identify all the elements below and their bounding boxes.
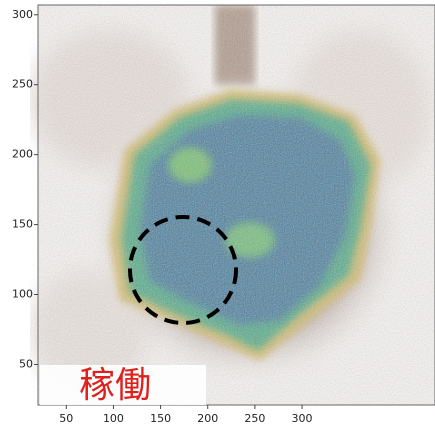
x-tick-label: 250 [244, 412, 265, 425]
x-tick-label: 300 [292, 412, 313, 425]
chart: 稼働 50 100 150 200 250 300 50 100 150 200 250 300 [0, 0, 435, 438]
y-tick-label: 50 [19, 357, 33, 370]
y-tick-label: 300 [12, 8, 33, 21]
density-image [30, 5, 435, 405]
annotation: 稼働 [79, 365, 151, 406]
y-tick-label: 150 [12, 218, 33, 231]
y-tick-label: 200 [12, 148, 33, 161]
x-tick-label: 200 [197, 412, 218, 425]
x-tick-label: 150 [150, 412, 171, 425]
x-tick-label: 50 [59, 412, 73, 425]
x-tick-label: 100 [103, 412, 124, 425]
y-tick-label: 100 [12, 288, 33, 301]
y-tick-label: 250 [12, 78, 33, 91]
